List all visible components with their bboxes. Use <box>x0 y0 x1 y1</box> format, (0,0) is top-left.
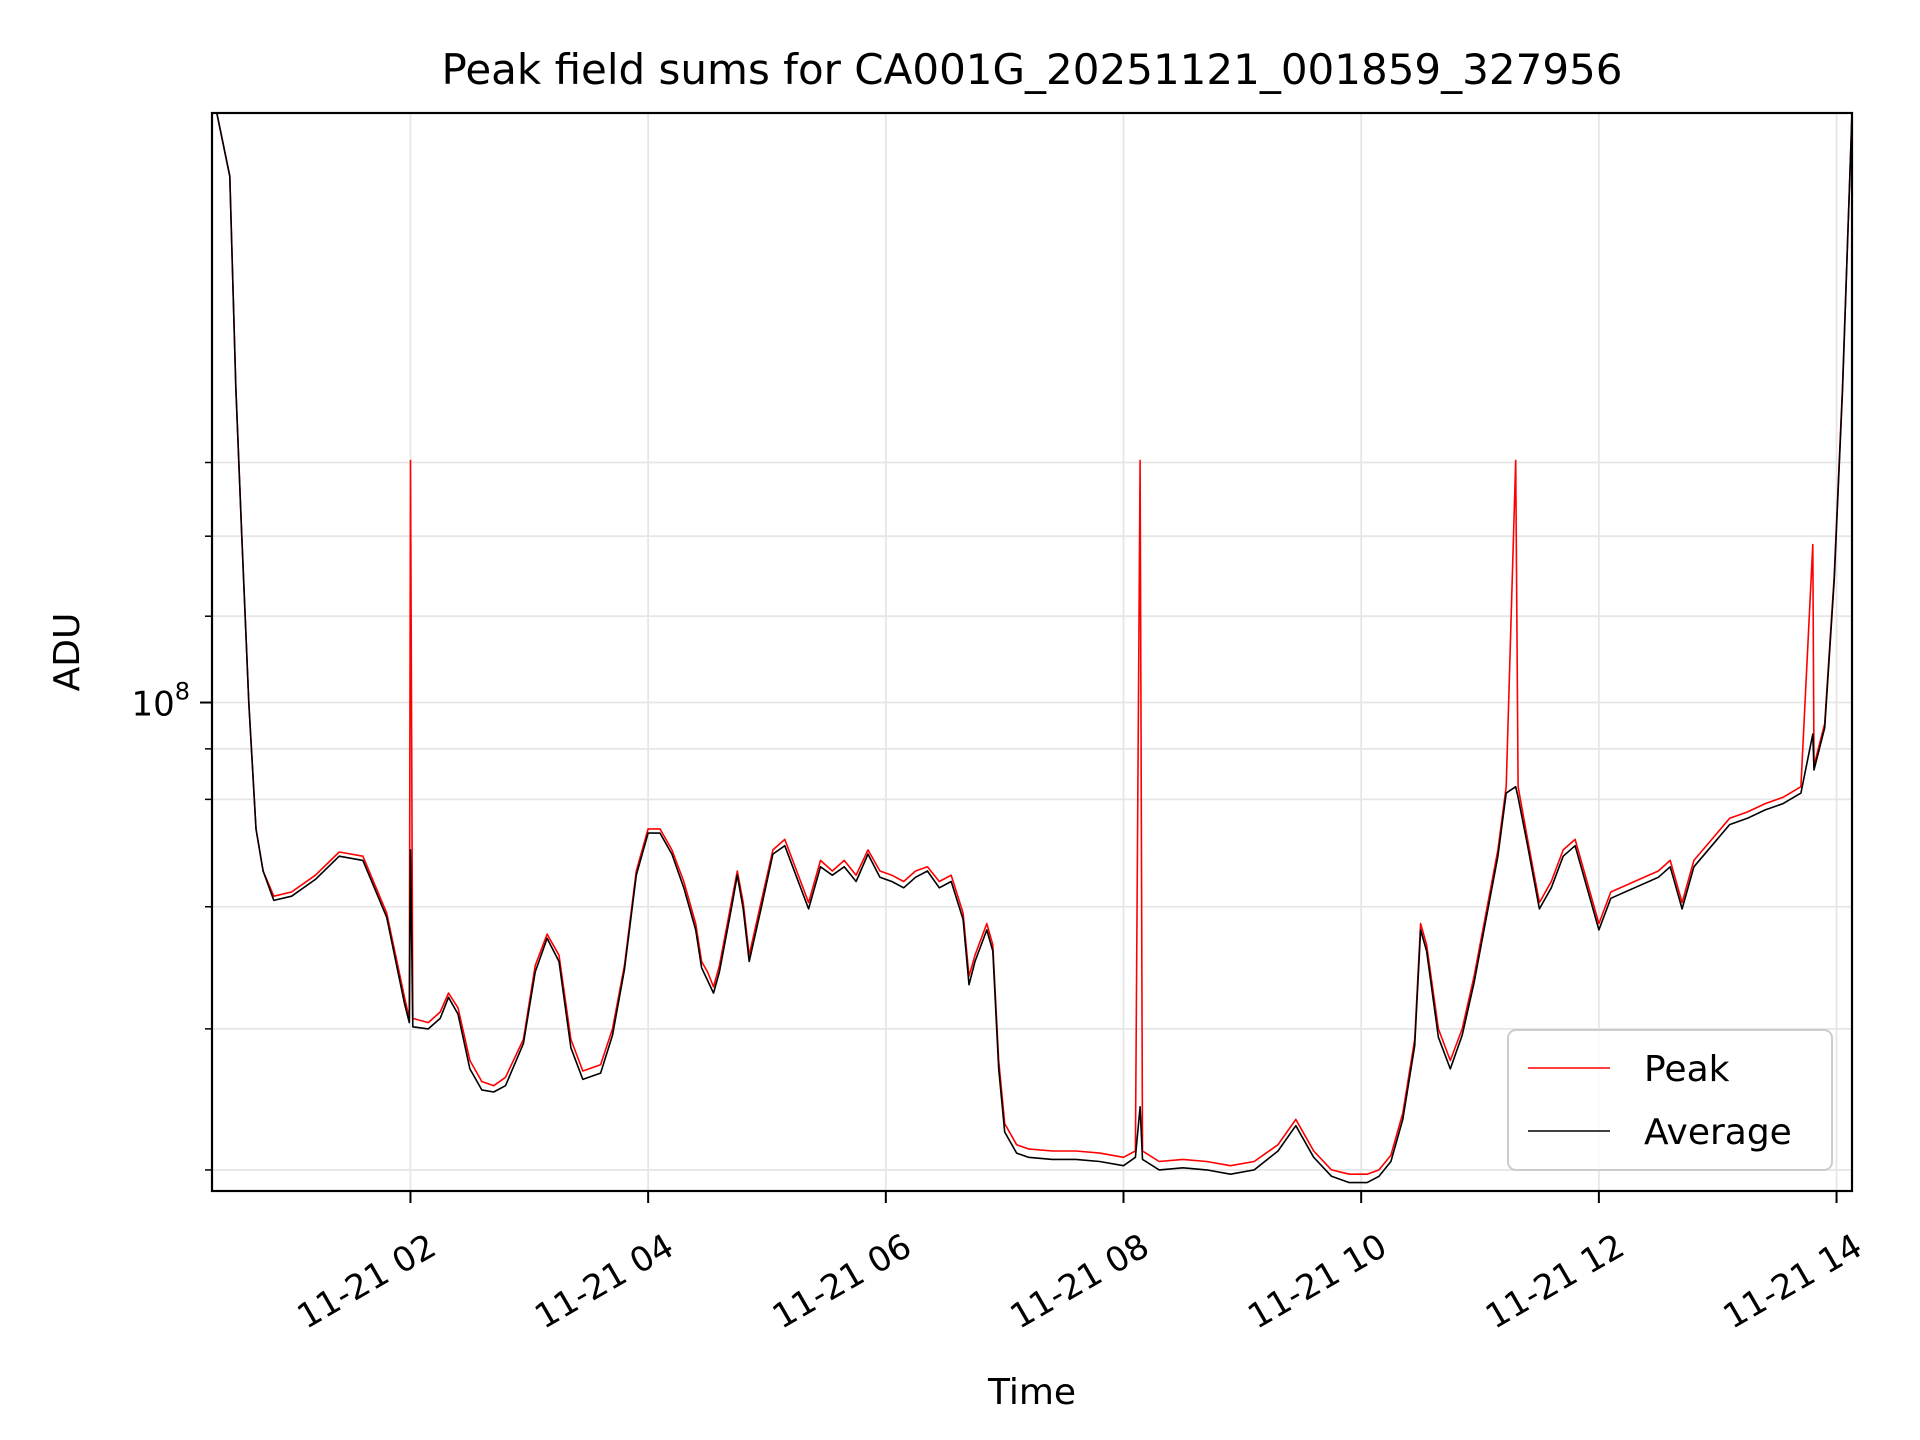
y-axis-label: ADU <box>47 613 88 692</box>
legend-box <box>1507 1029 1833 1171</box>
series-group <box>212 113 1852 1184</box>
grid <box>212 113 1852 1191</box>
plot-frame <box>210 111 1854 1193</box>
series-line-peak <box>212 113 1852 1175</box>
series-line-average <box>212 113 1852 1184</box>
x-axis-label: Time <box>987 1372 1076 1413</box>
legend: Peak Average <box>1507 1029 1833 1171</box>
chart-title: Peak field sums for CA001G_20251121_0018… <box>441 45 1622 94</box>
y-tick-label-exponent: 8 <box>175 678 190 706</box>
legend-label-peak: Peak <box>1644 1049 1730 1090</box>
legend-label-average: Average <box>1644 1112 1792 1153</box>
